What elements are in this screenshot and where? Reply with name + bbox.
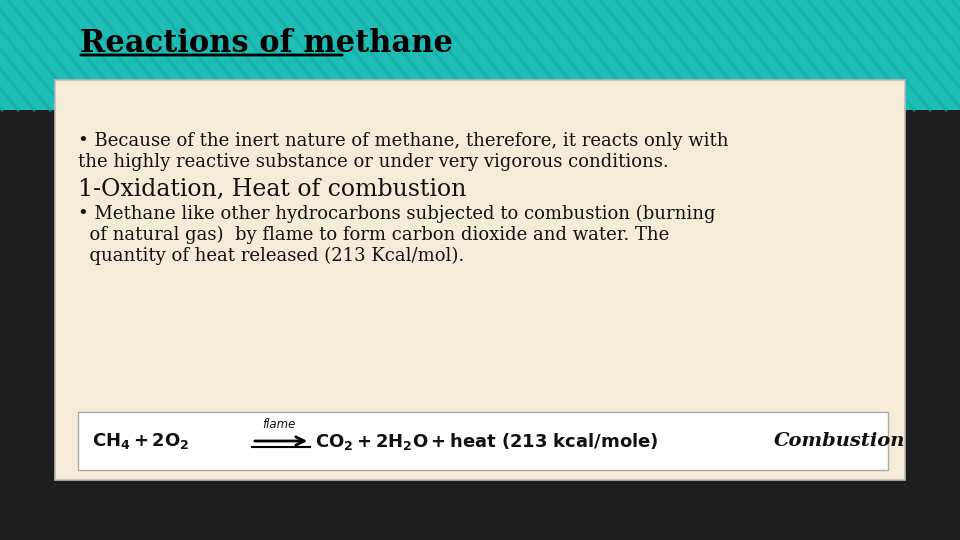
Text: • Because of the inert nature of methane, therefore, it reacts only with: • Because of the inert nature of methane…	[78, 132, 729, 150]
Bar	[0, 0, 960, 110]
Bar	[55, 80, 905, 480]
Text: the highly reactive substance or under very vigorous conditions.: the highly reactive substance or under v…	[78, 153, 669, 171]
Text: 1-Oxidation, Heat of combustion: 1-Oxidation, Heat of combustion	[78, 178, 467, 201]
Text: quantity of heat released (213 Kcal/mol).: quantity of heat released (213 Kcal/mol)…	[78, 247, 465, 265]
Text: $\mathbf{CO_2 + 2H_2O + heat\ (213\ kcal/mole)}$: $\mathbf{CO_2 + 2H_2O + heat\ (213\ kcal…	[315, 430, 659, 451]
Text: • Methane like other hydrocarbons subjected to combustion (burning: • Methane like other hydrocarbons subjec…	[78, 205, 715, 223]
Text: of natural gas)  by flame to form carbon dioxide and water. The: of natural gas) by flame to form carbon …	[78, 226, 669, 244]
Text: $\mathbf{CH_4 + 2O_2}$: $\mathbf{CH_4 + 2O_2}$	[92, 431, 189, 451]
Bar	[78, 412, 888, 470]
Text: Combustion: Combustion	[775, 432, 905, 450]
Text: flame: flame	[262, 418, 296, 431]
Text: Reactions of methane: Reactions of methane	[80, 28, 453, 58]
